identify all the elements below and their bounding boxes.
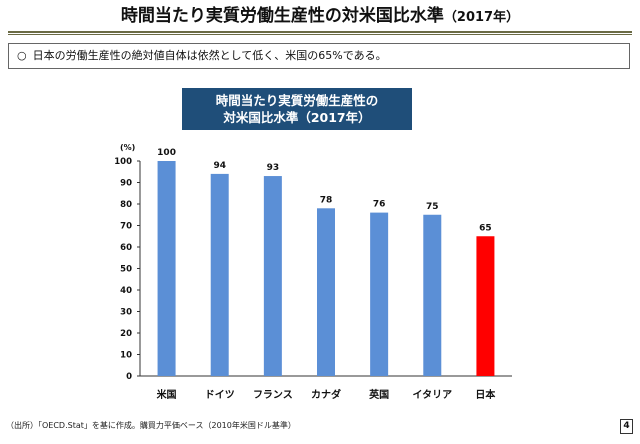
data-label: 76 (373, 200, 386, 210)
x-tick-label: 米国 (157, 388, 177, 401)
page-number: 4 (620, 419, 633, 434)
bar (317, 208, 335, 376)
title-divider-thin (8, 34, 632, 35)
y-tick-label: 40 (120, 286, 132, 296)
x-tick-label: フランス (253, 389, 293, 401)
y-tick-label: 100 (114, 157, 132, 167)
y-tick-label: 20 (120, 329, 132, 339)
x-tick-label: イタリア (412, 389, 452, 401)
y-tick-label: 10 (120, 351, 132, 361)
bar (476, 236, 495, 376)
y-tick-label: 50 (120, 265, 132, 275)
bar (210, 173, 229, 376)
bar (157, 161, 176, 376)
bullet-circle-icon: ○ (17, 49, 27, 62)
summary-note-text: 日本の労働生産性の絶対値自体は依然として低く、米国の65%である。 (32, 49, 387, 62)
bar (263, 176, 282, 376)
chart-title-line-1: 時間当たり実質労働生産性の (215, 93, 379, 108)
page-title-sub: （2017年） (443, 10, 520, 25)
data-label: 78 (320, 195, 333, 205)
y-tick-label: 60 (120, 243, 132, 253)
data-label: 65 (479, 223, 492, 233)
y-tick-label: 70 (120, 222, 132, 232)
data-label: 94 (213, 161, 226, 171)
y-tick-label: 0 (126, 372, 132, 382)
chart-title: 時間当たり実質労働生産性の 対米国比水準（2017年） (182, 88, 412, 130)
summary-note: ○ 日本の労働生産性の絶対値自体は依然として低く、米国の65%である。 (8, 43, 630, 69)
x-tick-label: 日本 (475, 388, 496, 401)
page-title: 時間当たり実質労働生産性の対米国比水準（2017年） (0, 2, 640, 30)
chart-title-line-2: 対米国比水準（2017年） (223, 110, 371, 125)
bar (370, 212, 389, 376)
x-tick-label: 英国 (368, 388, 389, 401)
page-title-main: 時間当たり実質労働生産性の対米国比水準 (120, 6, 444, 26)
bar (423, 214, 442, 376)
x-tick-label: カナダ (311, 388, 341, 401)
source-note: （出所）「OECD.Stat」を基に作成。購買力平価ベース（2010年米国ドル基… (6, 421, 296, 430)
title-divider (8, 31, 632, 33)
data-label: 75 (426, 202, 439, 212)
y-axis-unit-label: (%) (120, 143, 135, 152)
y-tick-label: 90 (120, 179, 132, 189)
data-label: 100 (157, 148, 176, 158)
y-tick-label: 80 (120, 200, 132, 210)
x-tick-label: ドイツ (205, 389, 235, 401)
y-tick-label: 30 (120, 308, 132, 318)
data-label: 93 (267, 163, 280, 173)
